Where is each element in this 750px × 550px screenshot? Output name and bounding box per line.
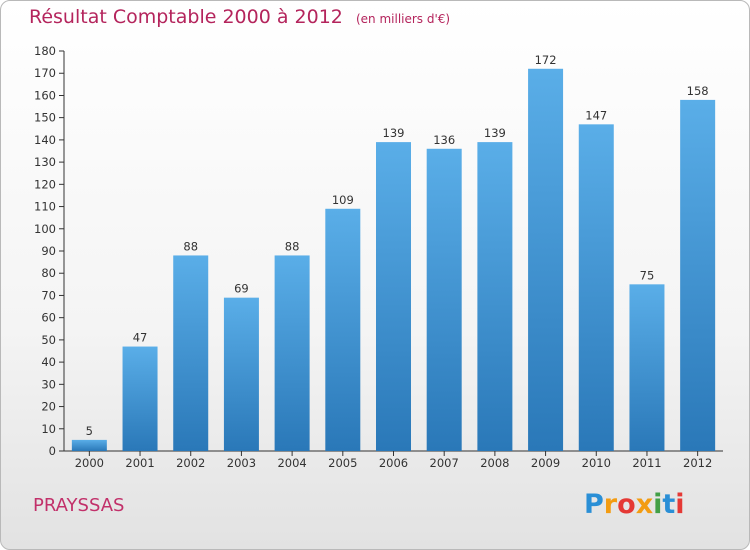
x-tick-label-2008: 2008 — [480, 456, 509, 470]
y-tick-label: 30 — [41, 377, 56, 391]
y-tick-label: 120 — [34, 177, 56, 191]
x-tick-label-2007: 2007 — [430, 456, 459, 470]
y-tick-label: 180 — [34, 44, 56, 58]
bar-2003 — [223, 297, 259, 451]
x-tick-label-2006: 2006 — [379, 456, 408, 470]
y-tick-label: 100 — [34, 222, 56, 236]
y-tick-label: 20 — [41, 400, 56, 414]
data-label-2012: 158 — [687, 84, 709, 98]
logo-letter: P — [584, 489, 604, 520]
bar-2001 — [122, 346, 158, 451]
data-label-2001: 47 — [133, 331, 148, 345]
y-tick-label: 170 — [34, 66, 56, 80]
y-tick-label: 60 — [41, 311, 56, 325]
bar-2010 — [578, 124, 614, 451]
bar-2012 — [680, 99, 716, 451]
y-tick-label: 160 — [34, 88, 56, 102]
bars — [71, 68, 716, 452]
logo-letter: i — [653, 489, 663, 520]
data-label-2007: 136 — [433, 133, 455, 147]
commune-name: PRAYSSAS — [33, 495, 125, 516]
chart-title: Résultat Comptable 2000 à 2012 — [29, 6, 343, 28]
y-tick-label: 150 — [34, 111, 56, 125]
bar-2007 — [426, 148, 462, 451]
y-tick-label: 110 — [34, 200, 56, 214]
bar-2011 — [629, 284, 665, 451]
x-tick-label-2011: 2011 — [632, 456, 661, 470]
x-tick-label-2005: 2005 — [328, 456, 357, 470]
data-labels: 5 47 88 69 88 109 139 136 139 172 147 75 158 — [86, 53, 709, 438]
logo-letter: r — [603, 489, 618, 520]
data-label-2002: 88 — [183, 239, 198, 253]
chart-unit: (en milliers d'€) — [355, 12, 451, 26]
data-label-2005: 109 — [332, 193, 354, 207]
y-tick-label: 10 — [41, 422, 56, 436]
data-label-2008: 139 — [484, 126, 506, 140]
x-tick-label-2004: 2004 — [277, 456, 306, 470]
data-label-2006: 139 — [383, 126, 405, 140]
data-label-2004: 88 — [285, 239, 300, 253]
data-label-2000: 5 — [86, 424, 93, 438]
logo-letter: o — [617, 489, 636, 520]
bar-2006 — [376, 142, 411, 451]
y-tick-label: 40 — [41, 355, 56, 369]
y-tick-label: 130 — [34, 155, 56, 169]
x-tick-label-2009: 2009 — [531, 456, 560, 470]
y-tick-label: 70 — [41, 288, 56, 302]
x-tick-label-2001: 2001 — [125, 456, 154, 470]
y-tick-label: 50 — [41, 333, 56, 347]
data-label-2010: 147 — [585, 108, 607, 122]
x-tick-label-2010: 2010 — [582, 456, 611, 470]
data-label-2003: 69 — [234, 282, 249, 296]
y-tick-label: 80 — [41, 266, 56, 280]
y-tick-label: 0 — [49, 444, 56, 458]
y-tick-label: 90 — [41, 244, 56, 258]
x-tick-label-2003: 2003 — [227, 456, 256, 470]
logo-letter: x — [635, 489, 654, 520]
y-tick-label: 140 — [34, 133, 56, 147]
bar-2009 — [528, 68, 564, 452]
data-label-2011: 75 — [640, 268, 655, 282]
logo-letter: i — [675, 489, 685, 520]
bar-2002 — [173, 255, 209, 451]
bar-2000 — [71, 439, 107, 451]
logo-letter: t — [662, 489, 676, 520]
bar-2005 — [325, 208, 361, 451]
data-label-2009: 172 — [535, 53, 557, 67]
x-tick-label-2000: 2000 — [75, 456, 104, 470]
x-tick-label-2012: 2012 — [683, 456, 712, 470]
x-axis: 2000 2001 2002 2003 2004 2005 2006 2007 2008 2009… — [64, 450, 723, 470]
y-axis: 0 10 20 30 40 50 60 70 80 90 100 110 120 130 140 150 160… — [34, 44, 65, 458]
proxiti-logo: Proxiti — [584, 489, 685, 520]
chart-title-block: Résultat Comptable 2000 à 2012 (en milli… — [29, 6, 450, 28]
bar-2004 — [274, 255, 310, 451]
bar-2008 — [477, 142, 513, 451]
x-tick-label-2002: 2002 — [176, 456, 205, 470]
